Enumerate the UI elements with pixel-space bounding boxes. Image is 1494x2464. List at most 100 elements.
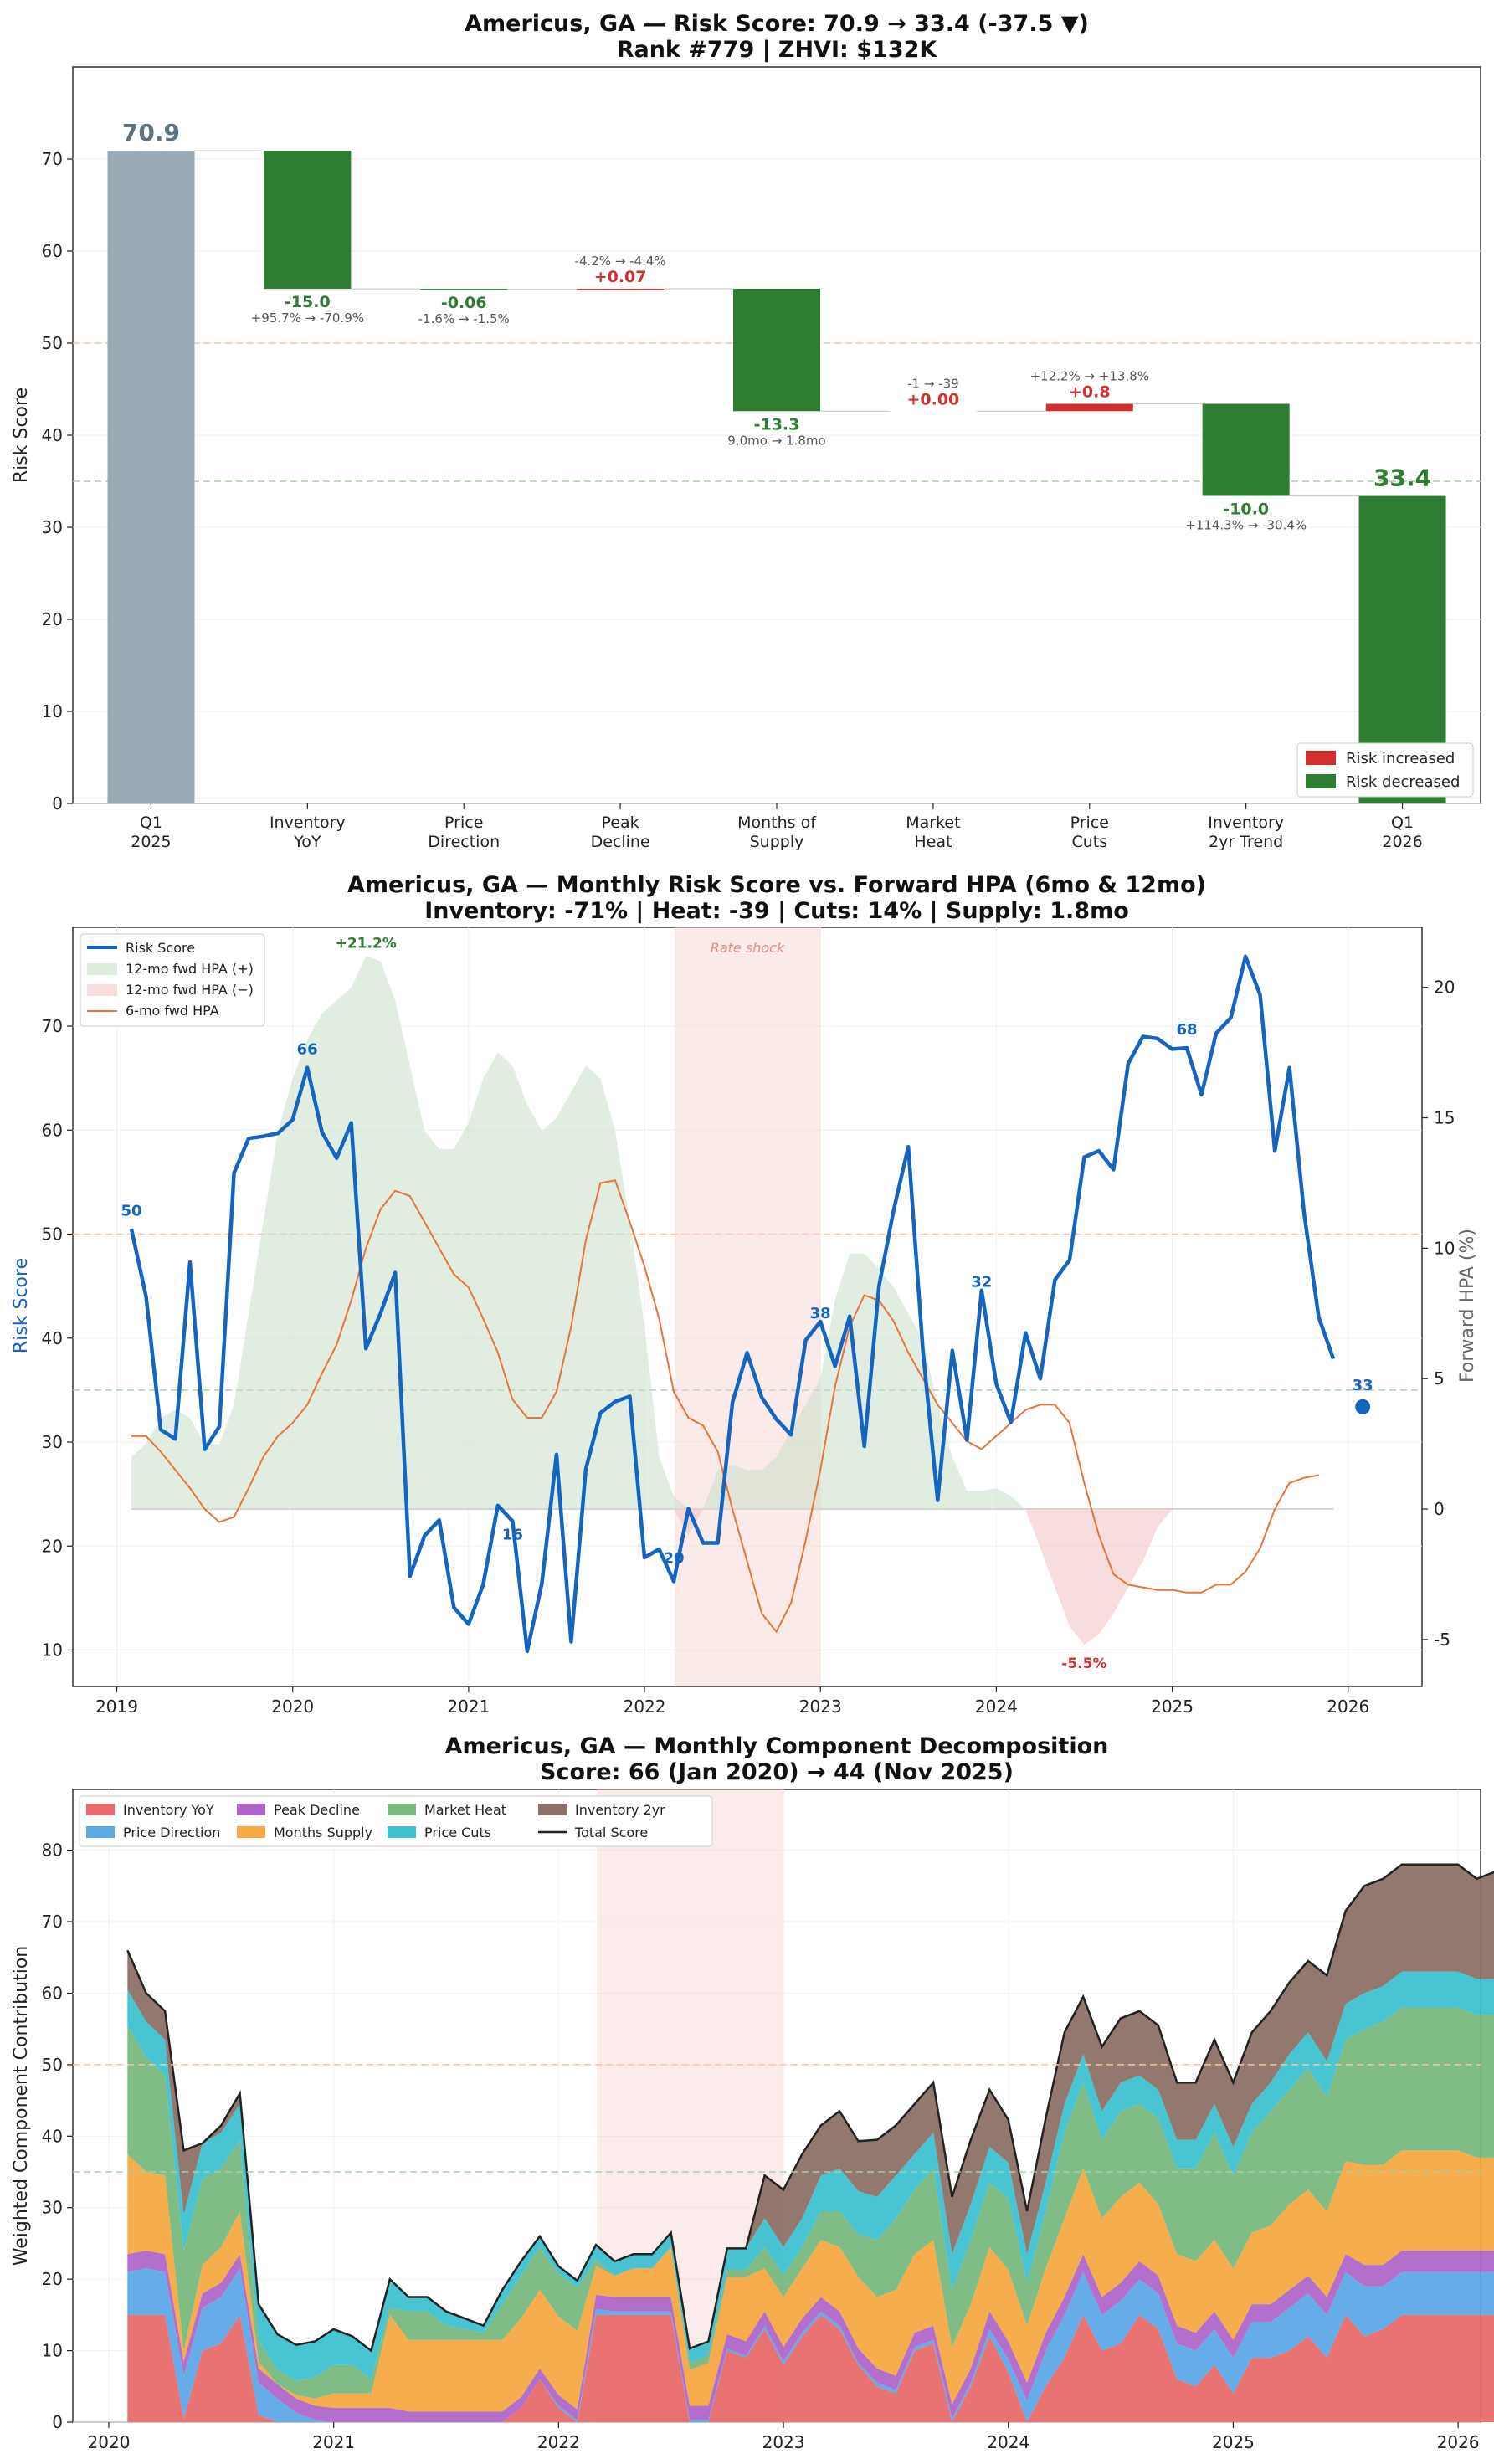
x-tick-label: Cuts (1071, 833, 1107, 851)
legend-label: Inventory 2yr (575, 1802, 665, 1818)
y-tick-label: 10 (42, 701, 63, 721)
bar-delta (577, 288, 665, 290)
bar-delta (1202, 403, 1290, 496)
x-tick-label: Inventory (1208, 814, 1284, 832)
y-tick-label: 20 (42, 1536, 63, 1556)
legend-hpa-neg: 12-mo fwd HPA (−) (126, 982, 254, 998)
latest-risk-point (1355, 1399, 1371, 1414)
bar-delta-label: +0.8 (1069, 382, 1111, 401)
x-tick-label: Heat (914, 833, 952, 851)
waterfall-legend: Risk increased Risk decreased (1296, 742, 1474, 798)
latest-risk-label: 33 (1353, 1377, 1373, 1394)
bar-delta-label: -15.0 (285, 293, 331, 311)
component-area (127, 2251, 1494, 2422)
y-tick-label: 20 (42, 609, 63, 629)
x-tick-label: 2026 (1437, 2432, 1480, 2452)
hpa-min-annotation: -5.5% (1061, 1656, 1106, 1672)
legend-hpa-pos: 12-mo fwd HPA (+) (126, 961, 254, 977)
x-tick-label: Direction (428, 833, 500, 851)
decomposition-panel: Americus, GA — Monthly Component Decompo… (11, 1733, 1494, 2452)
legend-swatch-increase (1306, 751, 1336, 765)
bar-delta (733, 288, 820, 412)
x-tick-label: 2022 (624, 1697, 666, 1717)
y-tick-label: 0 (52, 793, 63, 814)
bar-sub-label: +95.7% → -70.9% (251, 311, 364, 326)
y-tick-label: 40 (42, 1328, 63, 1348)
legend-swatch (86, 1804, 115, 1815)
risk-hpa-ylabel: Risk Score (11, 1258, 32, 1353)
bar-sub-label: -1.6% → -1.5% (418, 311, 510, 326)
x-tick-label: Inventory (270, 814, 346, 832)
legend-label: Inventory YoY (123, 1802, 214, 1818)
y-tick-label: 80 (42, 1840, 63, 1861)
y-tick-label: 70 (42, 149, 63, 169)
x-tick-label: Peak (602, 814, 639, 832)
y-tick-label: 50 (42, 1224, 63, 1245)
component-area (127, 2314, 1494, 2422)
x-tick-label: Months of (737, 814, 817, 832)
y-tick-label: 60 (42, 1120, 63, 1140)
y-tick-label: 40 (42, 425, 63, 445)
legend-risk-score: Risk Score (126, 940, 195, 956)
risk-annotation: 16 (502, 1526, 523, 1543)
waterfall-panel: Americus, GA — Risk Score: 70.9 → 33.4 (… (11, 11, 1481, 851)
x-tick-label: 2021 (312, 2432, 355, 2452)
y2-tick-label: 0 (1434, 1499, 1445, 1519)
risk-hpa-panel: Americus, GA — Monthly Risk Score vs. Fo… (11, 872, 1478, 1717)
x-tick-label: Q1 (1391, 814, 1414, 832)
x-tick-label: 2020 (88, 2432, 131, 2452)
x-tick-label: 2025 (1151, 1697, 1194, 1717)
risk-hpa-subtitle: Inventory: -71% | Heat: -39 | Cuts: 14% … (424, 898, 1129, 924)
bar-start (107, 151, 195, 804)
x-tick-label: 2yr Trend (1209, 833, 1283, 851)
x-tick-label: Price (444, 814, 483, 832)
y-tick-label: 70 (42, 1912, 63, 1932)
x-tick-label: Decline (591, 833, 650, 851)
x-tick-label: 2025 (131, 833, 171, 851)
bar-sub-label: -1 → -39 (907, 376, 959, 391)
y-tick-label: 30 (42, 2198, 63, 2218)
risk-annotation: 20 (663, 1550, 684, 1568)
y2-tick-label: 15 (1434, 1108, 1455, 1128)
y-tick-label: 70 (42, 1016, 63, 1036)
y-tick-label: 50 (42, 2055, 63, 2075)
legend-risk-increased: Risk increased (1346, 750, 1455, 767)
y-tick-label: 40 (42, 2126, 63, 2146)
risk-hpa-annotations: 50 66 16 20 38 32 68 33 +21.2% -5.5% (121, 935, 1373, 1672)
x-tick-label: 2026 (1382, 833, 1422, 851)
hpa12-positive-area (131, 956, 1173, 1510)
waterfall-title: Americus, GA — Risk Score: 70.9 → 33.4 (… (465, 11, 1089, 37)
bar-delta (264, 151, 352, 290)
legend-label: Market Heat (424, 1802, 506, 1818)
risk-hpa-title: Americus, GA — Monthly Risk Score vs. Fo… (347, 872, 1206, 898)
y-tick-label: 60 (42, 1983, 63, 2003)
y2-tick-label: -5 (1434, 1630, 1450, 1650)
legend-swatch (388, 1826, 416, 1838)
legend-swatch (237, 1804, 265, 1815)
bar-delta-label: +0.07 (594, 268, 647, 286)
legend-label: Total Score (574, 1825, 648, 1840)
legend-label: Price Direction (123, 1825, 220, 1840)
y-tick-label: 30 (42, 517, 63, 537)
x-tick-label: 2024 (975, 1697, 1018, 1717)
bar-delta (420, 289, 508, 290)
bar-sub-label: -4.2% → -4.4% (575, 254, 666, 269)
rate-shock-label: Rate shock (711, 940, 785, 956)
legend-risk-decreased: Risk decreased (1346, 773, 1460, 791)
x-tick-label: 2022 (537, 2432, 580, 2452)
risk-hpa-y2label: Forward HPA (%) (1457, 1229, 1478, 1383)
component-area (127, 2268, 1494, 2422)
component-area (127, 2150, 1494, 2412)
risk-annotation: 38 (810, 1305, 831, 1322)
y-tick-label: 50 (42, 333, 63, 353)
risk-annotation: 66 (297, 1041, 318, 1059)
risk-annotation: 32 (971, 1274, 992, 1291)
bar-sub-label: 9.0mo → 1.8mo (727, 433, 825, 448)
legend-swatch (86, 1826, 115, 1838)
legend-label: Peak Decline (274, 1802, 360, 1818)
bar-delta-label: -10.0 (1223, 500, 1269, 518)
hpa12-negative-area (131, 1509, 1173, 1645)
waterfall-subtitle: Rank #779 | ZHVI: $132K (617, 37, 938, 63)
y-tick-label: 60 (42, 241, 63, 261)
